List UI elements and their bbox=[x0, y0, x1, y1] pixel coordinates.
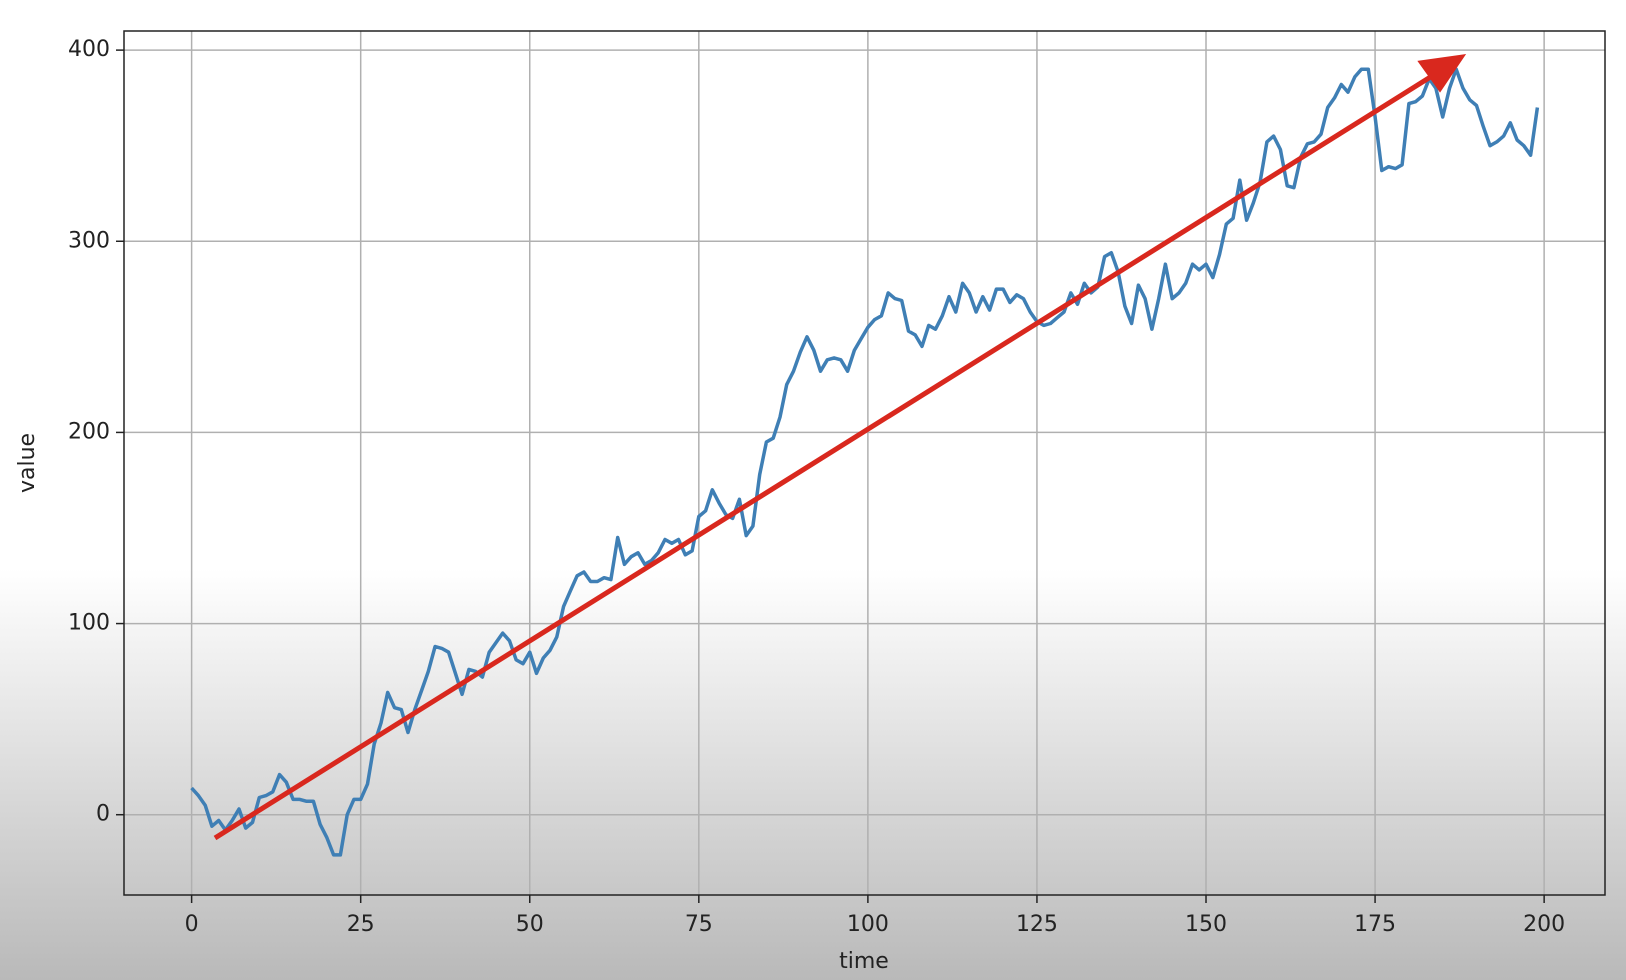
y-tick-label: 100 bbox=[68, 611, 110, 636]
trend-arrow bbox=[213, 73, 1434, 841]
data-line bbox=[190, 67, 1540, 857]
x-axis-label: time bbox=[839, 949, 889, 974]
x-tick-label: 25 bbox=[347, 912, 375, 937]
plot-layer bbox=[124, 31, 1605, 895]
x-tick-label: 50 bbox=[516, 912, 544, 937]
y-tick-label: 300 bbox=[68, 228, 110, 253]
x-tick-label: 125 bbox=[1016, 912, 1058, 937]
plot-frame bbox=[123, 30, 1606, 896]
trend-arrow-head bbox=[1417, 54, 1467, 93]
x-tick-label: 150 bbox=[1185, 912, 1227, 937]
y-tick-label: 0 bbox=[96, 802, 110, 827]
y-axis-label: value bbox=[15, 433, 40, 493]
y-tick-label: 200 bbox=[68, 419, 110, 444]
x-tick-label: 75 bbox=[685, 912, 713, 937]
x-tick-label: 100 bbox=[847, 912, 889, 937]
x-tick-label: 0 bbox=[185, 912, 199, 937]
y-tick-label: 400 bbox=[68, 37, 110, 62]
x-tick-label: 175 bbox=[1354, 912, 1396, 937]
x-tick-label: 200 bbox=[1523, 912, 1565, 937]
